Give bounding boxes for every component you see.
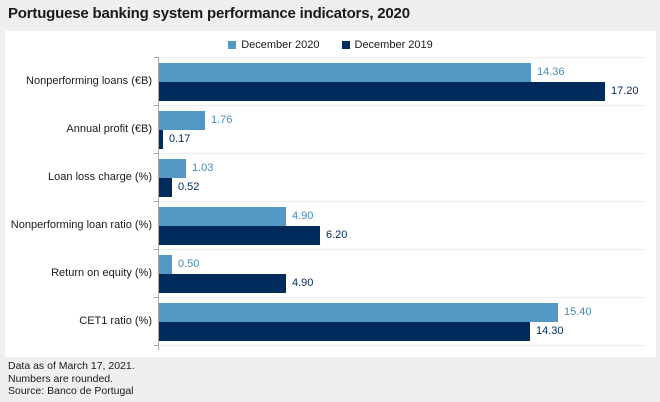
chart-footnotes: Data as of March 17, 2021. Numbers are ro…: [8, 360, 135, 398]
bar-december-2020: [159, 303, 558, 322]
value-label: 1.76: [211, 114, 233, 126]
category-label: Nonperforming loan ratio (%): [10, 219, 152, 231]
axis-tick: [154, 345, 158, 346]
bar-december-2019: [159, 274, 286, 293]
value-label: 4.90: [292, 210, 314, 222]
value-label: 0.17: [169, 133, 191, 145]
value-label: 17.20: [611, 85, 639, 97]
plot-area: Nonperforming loans (€B) 14.36 17.20 Annual…: [5, 57, 656, 350]
footnote-line: Data as of March 17, 2021.: [8, 360, 135, 372]
gridline: [158, 105, 645, 106]
axis-tick: [154, 105, 158, 106]
legend-swatch-icon: [228, 41, 237, 49]
bar-december-2020: [159, 111, 205, 130]
gridline: [158, 201, 645, 202]
legend-label: December 2020: [241, 39, 320, 51]
value-label: 1.03: [192, 162, 214, 174]
legend-label: December 2019: [354, 39, 433, 51]
bar-december-2020: [159, 207, 286, 226]
legend-item-1: December 2019: [341, 39, 433, 51]
category-row: Annual profit (€B) 1.76 0.17: [5, 105, 656, 153]
category-row: Nonperforming loans (€B) 14.36 17.20: [5, 57, 656, 105]
bar-december-2019: [159, 82, 605, 101]
axis-tick: [154, 201, 158, 202]
legend-item-0: December 2020: [228, 39, 320, 51]
gridline: [158, 153, 645, 154]
value-label: 6.20: [326, 229, 348, 241]
category-label: CET1 ratio (%): [79, 315, 152, 327]
category-row: Nonperforming loan ratio (%) 4.90 6.20: [5, 201, 656, 249]
value-label: 0.50: [178, 258, 200, 270]
bar-december-2020: [159, 255, 172, 274]
axis-tick: [154, 57, 158, 58]
value-label: 15.40: [564, 306, 592, 318]
category-label: Annual profit (€B): [66, 123, 152, 135]
y-axis-line: [158, 57, 159, 350]
legend-swatch-icon: [341, 41, 350, 49]
category-label: Nonperforming loans (€B): [26, 75, 152, 87]
gridline: [158, 297, 645, 298]
gridline: [158, 345, 645, 346]
bar-december-2020: [159, 63, 531, 82]
gridline: [158, 249, 645, 250]
axis-tick: [154, 249, 158, 250]
category-label: Return on equity (%): [51, 267, 152, 279]
footnote-line: Source: Banco de Portugal: [8, 385, 134, 397]
chart-legend: December 2020 December 2019: [5, 39, 656, 51]
category-row: CET1 ratio (%) 15.40 14.30: [5, 297, 656, 345]
bar-december-2019: [159, 178, 172, 197]
value-label: 14.36: [537, 66, 565, 78]
category-label: Loan loss charge (%): [48, 171, 152, 183]
bar-december-2019: [159, 130, 163, 149]
bar-december-2020: [159, 159, 186, 178]
bar-december-2019: [159, 226, 320, 245]
value-label: 0.52: [178, 181, 200, 193]
page-title: Portuguese banking system performance in…: [8, 5, 410, 22]
category-row: Return on equity (%) 0.50 4.90: [5, 249, 656, 297]
category-row: Loan loss charge (%) 1.03 0.52: [5, 153, 656, 201]
bar-december-2019: [159, 322, 530, 341]
value-label: 14.30: [536, 325, 564, 337]
gridline: [158, 57, 645, 58]
axis-tick: [154, 153, 158, 154]
footnote-line: Numbers are rounded.: [8, 372, 114, 385]
value-label: 4.90: [292, 277, 314, 289]
chart-panel: December 2020 December 2019 Nonperforming…: [5, 31, 656, 357]
axis-tick: [154, 297, 158, 298]
